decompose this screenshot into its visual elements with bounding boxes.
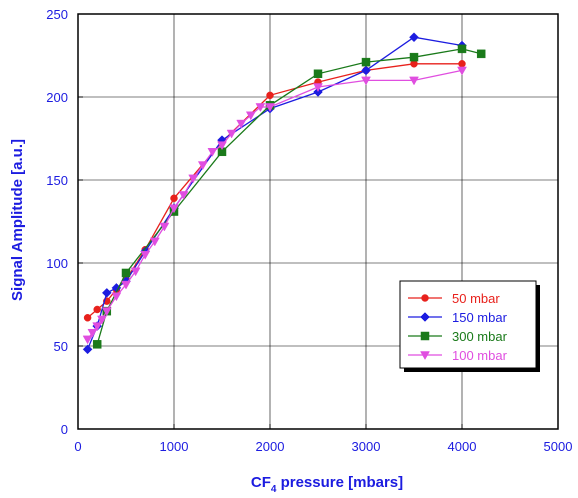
x-axis-label-rest: pressure [mbars] (276, 474, 403, 491)
x-tick-label: 1000 (160, 439, 189, 454)
data-point-300-mbar (457, 44, 467, 54)
x-axis-label-main: CF (251, 474, 271, 491)
data-point-100-mbar (97, 315, 107, 325)
legend-items: 50 mbar 150 mbar 300 mbar 100 mbar (408, 291, 508, 363)
legend-item-300-mbar: 300 mbar (408, 329, 508, 344)
data-point-100-mbar (245, 111, 256, 121)
data-point-100-mbar (111, 292, 122, 302)
plot-frame (77, 13, 559, 430)
data-point-300-mbar (409, 52, 419, 62)
y-tick-label: 100 (46, 256, 68, 271)
y-tick-label: 250 (46, 7, 68, 22)
legend-label: 50 mbar (452, 291, 500, 306)
legend-marker (420, 331, 430, 341)
legend: 50 mbar 150 mbar 300 mbar 100 mbar (399, 280, 540, 372)
data-point-100-mbar (130, 267, 141, 277)
series-100-mbar (82, 66, 467, 345)
y-tick-label: 200 (46, 90, 68, 105)
data-point-100-mbar (207, 148, 218, 157)
legend-label: 100 mbar (452, 348, 508, 363)
data-point-50-mbar (458, 60, 466, 68)
data-point-150-mbar (82, 344, 93, 355)
y-axis-label: Signal Amplitude [a.u.] (9, 139, 26, 301)
legend-marker (421, 294, 429, 302)
data-point-300-mbar (313, 69, 323, 79)
data-point-100-mbar (361, 76, 371, 86)
data-point-100-mbar (178, 191, 189, 200)
data-point-100-mbar (457, 66, 467, 76)
series-layer (82, 32, 486, 355)
legend-marker (420, 312, 430, 322)
x-tick-label: 0 (74, 439, 81, 454)
y-tick-label: 50 (54, 339, 68, 354)
legend-label: 300 mbar (452, 329, 508, 344)
x-tick-label: 5000 (544, 439, 573, 454)
data-point-100-mbar (217, 141, 227, 151)
data-point-150-mbar (361, 65, 371, 76)
y-tick-label: 150 (46, 173, 68, 188)
data-point-100-mbar (313, 83, 323, 93)
data-point-100-mbar (197, 161, 208, 171)
legend-item-100-mbar: 100 mbar (408, 348, 508, 363)
data-point-100-mbar (92, 322, 103, 332)
data-point-100-mbar (87, 328, 98, 338)
data-point-100-mbar (169, 204, 179, 214)
data-point-50-mbar (93, 305, 101, 314)
legend-item-150-mbar: 150 mbar (408, 310, 508, 325)
data-point-100-mbar (121, 280, 131, 290)
x-tick-label: 2000 (256, 439, 285, 454)
data-point-100-mbar (82, 335, 93, 345)
data-point-50-mbar (266, 91, 274, 100)
data-point-100-mbar (255, 103, 266, 112)
x-axis-label: CF4 pressure [mbars] (251, 474, 403, 495)
data-point-300-mbar (361, 57, 371, 67)
data-point-100-mbar (226, 129, 237, 139)
data-point-300-mbar (121, 268, 131, 278)
legend-label: 150 mbar (452, 310, 508, 325)
data-point-100-mbar (140, 250, 151, 260)
data-point-50-mbar (83, 314, 92, 322)
data-point-100-mbar (159, 222, 170, 232)
data-point-100-mbar (236, 119, 247, 129)
x-tick-label: 3000 (352, 439, 381, 454)
y-tick-label: 0 (61, 422, 68, 437)
data-point-150-mbar (101, 288, 112, 298)
x-axis-label-subscript: 4 (271, 484, 277, 495)
data-point-50-mbar (170, 194, 178, 203)
data-point-100-mbar (188, 174, 199, 184)
x-tick-label: 4000 (448, 439, 477, 454)
legend-marker (420, 351, 430, 361)
data-point-150-mbar (409, 32, 419, 43)
data-point-100-mbar (265, 103, 275, 112)
axis-ticks: 0 1000 2000 3000 4000 5000 0 50 100 150 200 250 (46, 7, 572, 454)
data-point-100-mbar (149, 237, 160, 247)
data-point-100-mbar (409, 76, 419, 86)
data-point-300-mbar (92, 340, 102, 349)
data-point-100-mbar (101, 307, 112, 317)
legend-item-50-mbar: 50 mbar (408, 291, 500, 306)
data-point-300-mbar (476, 49, 486, 59)
